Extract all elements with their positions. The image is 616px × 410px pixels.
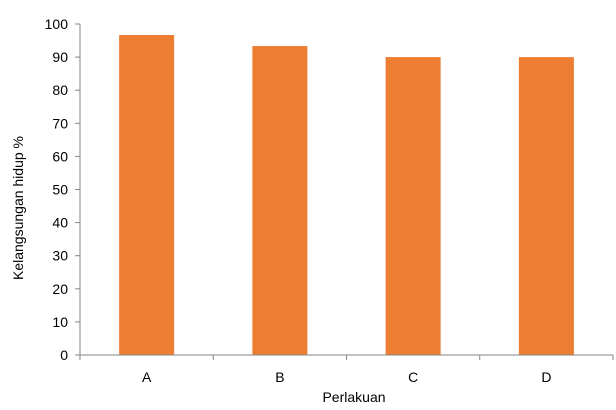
y-tick-label: 20 [52, 281, 68, 297]
y-tick-label: 30 [52, 248, 68, 264]
y-tick-label: 90 [52, 49, 68, 65]
y-tick-label: 100 [45, 16, 69, 32]
y-axis-title: Kelangsungan hidup % [10, 136, 26, 280]
x-tick-label-D: D [541, 369, 551, 385]
y-tick-label: 80 [52, 82, 68, 98]
bars-group [119, 35, 574, 356]
y-tick-label: 50 [52, 182, 68, 198]
y-tick-label: 40 [52, 215, 68, 231]
y-tick-label: 60 [52, 148, 68, 164]
bar-D [518, 57, 574, 355]
bar-B [252, 46, 308, 355]
y-tick-labels: 0 10 20 30 40 50 60 70 80 90 100 [45, 16, 69, 363]
axes-group [75, 23, 614, 360]
bar-C [385, 57, 441, 355]
x-axis-title: Perlakuan [322, 389, 385, 405]
y-tick-label: 0 [60, 347, 68, 363]
x-tick-label-C: C [408, 369, 418, 385]
x-tick-label-B: B [275, 369, 284, 385]
y-tick-label: 70 [52, 115, 68, 131]
y-tick-label: 10 [52, 314, 68, 330]
bar-A [119, 35, 175, 356]
x-tick-labels: A B C D [142, 369, 551, 385]
x-tick-label-A: A [142, 369, 152, 385]
